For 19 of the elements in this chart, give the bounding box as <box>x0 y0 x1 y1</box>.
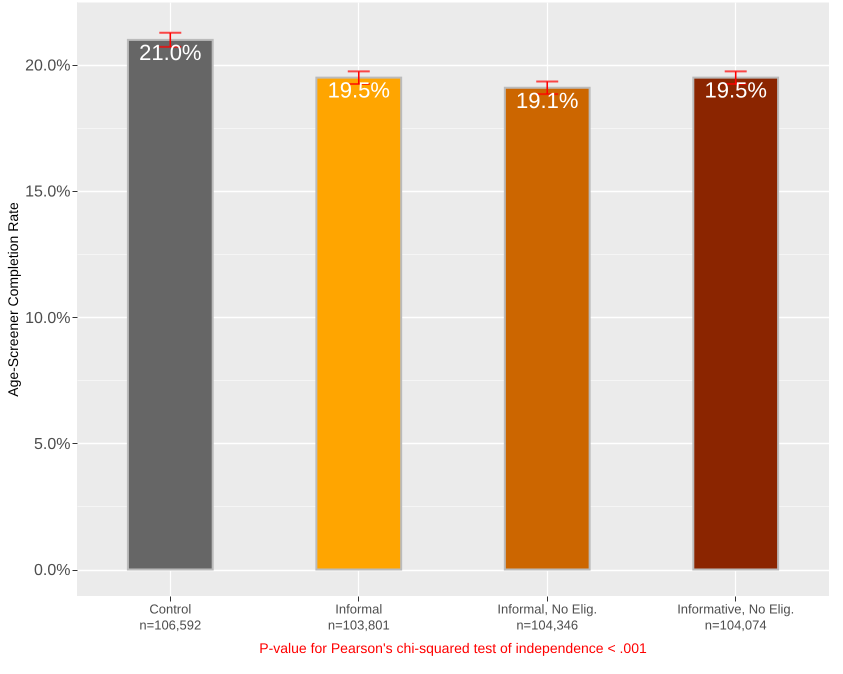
y-tick-label: 0.0% <box>34 562 70 580</box>
y-axis-title: Age-Screener Completion Rate <box>5 202 22 397</box>
x-tick-label: Control n=106,592 <box>139 602 202 632</box>
bar <box>126 38 214 571</box>
x-tick-label: Informal n=103,801 <box>328 602 390 632</box>
y-tick-label: 15.0% <box>25 184 70 201</box>
bar <box>692 76 780 571</box>
data-label: 19.5% <box>704 78 767 103</box>
bar <box>504 86 591 571</box>
text: P-value for Pearson's chi-squared test of independence < .001 <box>259 640 647 656</box>
data-label: 21.0% <box>139 40 202 65</box>
y-tick-label: 10.0% <box>25 310 70 327</box>
x-tick-label: Informal, No Elig. n=104,346 <box>497 602 598 632</box>
data-label: 19.5% <box>328 78 390 103</box>
data-label: 19.1% <box>516 88 578 113</box>
bar <box>315 76 402 571</box>
y-tick-label: 20.0% <box>25 58 70 75</box>
x-tick-label: Informative, No Elig. n=104,074 <box>677 602 794 632</box>
y-tick-label: 5.0% <box>34 436 70 453</box>
